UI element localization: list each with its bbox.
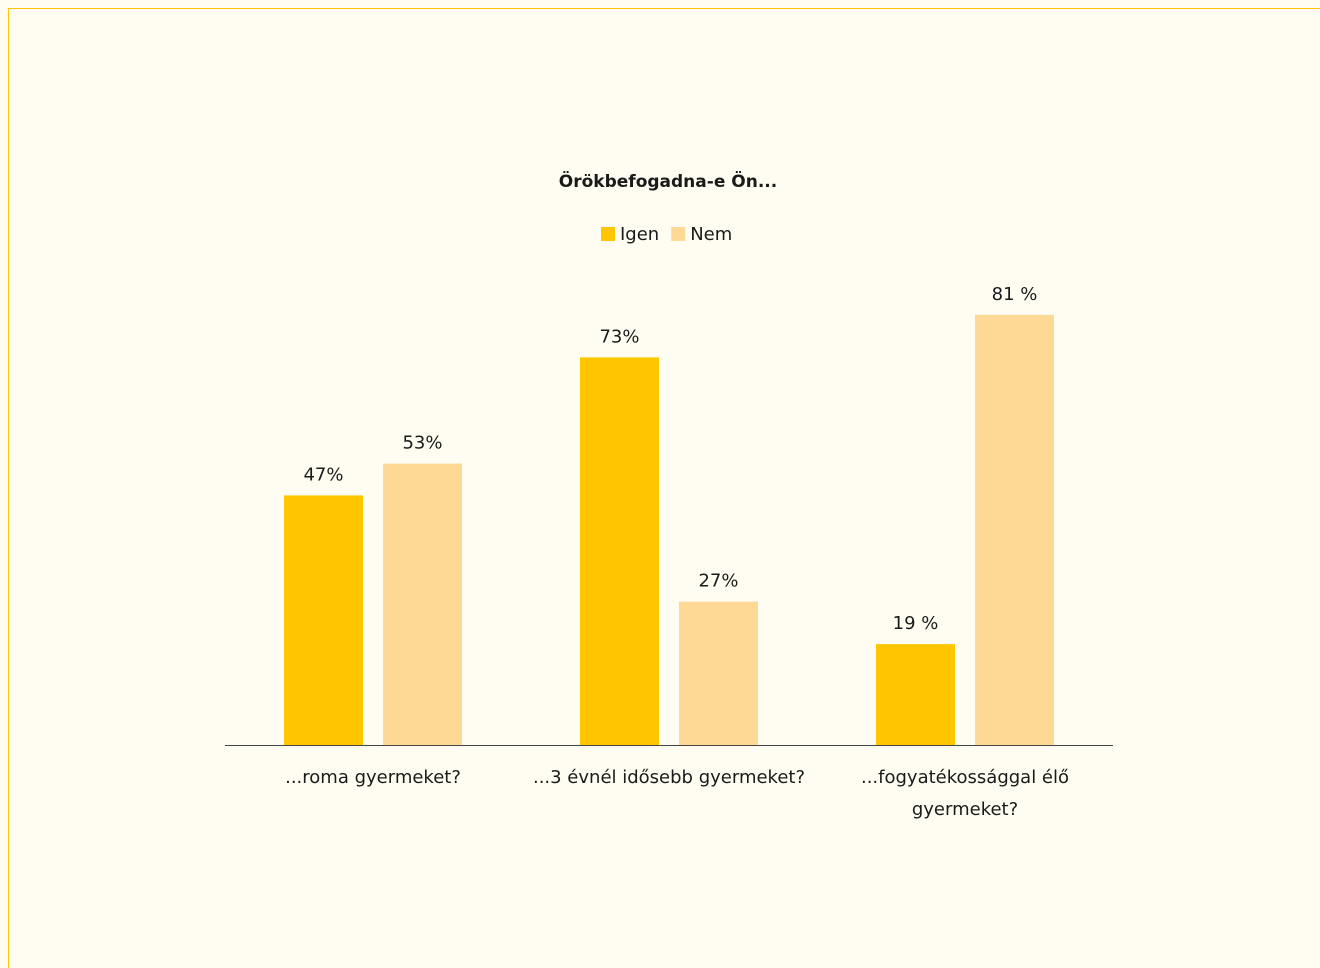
value-label: 53% <box>402 433 442 454</box>
legend-label: Igen <box>620 224 659 245</box>
value-label: 73% <box>599 326 639 347</box>
value-label: 27% <box>698 571 738 592</box>
legend-label: Nem <box>690 224 732 245</box>
value-label: 81 % <box>992 284 1038 305</box>
chart-title: Örökbefogadna-e Ön... <box>559 170 777 192</box>
bar <box>679 601 758 745</box>
bar <box>383 463 462 745</box>
value-label: 19 % <box>893 613 939 634</box>
x-tick-line: ...fogyatékossággal élő <box>861 767 1069 788</box>
x-tick-label: ...3 évnél idősebb gyermeket? <box>533 767 805 788</box>
bar <box>284 495 363 745</box>
value-label: 47% <box>303 464 343 485</box>
frame <box>8 8 1320 968</box>
x-tick-line: gyermeket? <box>912 799 1018 820</box>
x-tick-label: ...roma gyermeket? <box>285 767 461 788</box>
legend-swatch <box>601 227 615 241</box>
bar <box>975 314 1054 745</box>
x-tick-label: ...fogyatékossággal élő gyermeket? <box>861 767 1069 820</box>
bar <box>580 357 659 745</box>
legend-swatch <box>671 227 686 241</box>
bar <box>876 644 955 745</box>
